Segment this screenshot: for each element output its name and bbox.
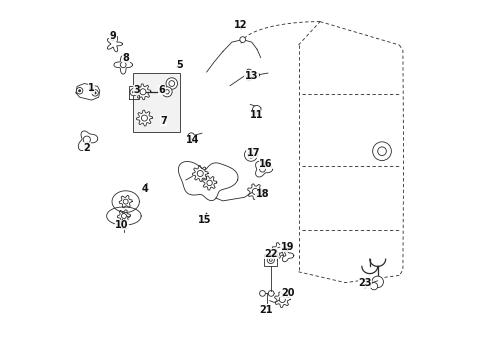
Circle shape [276, 247, 282, 253]
Circle shape [206, 180, 212, 186]
Circle shape [239, 37, 245, 42]
Circle shape [130, 89, 137, 96]
Circle shape [371, 276, 383, 288]
Polygon shape [246, 69, 259, 81]
Text: 8: 8 [122, 53, 129, 63]
Circle shape [266, 256, 274, 264]
Circle shape [279, 297, 285, 302]
Circle shape [94, 91, 96, 94]
Circle shape [370, 283, 377, 290]
Polygon shape [255, 161, 272, 177]
Circle shape [132, 91, 135, 94]
Text: 22: 22 [264, 249, 278, 259]
Circle shape [121, 213, 126, 219]
Circle shape [83, 136, 90, 143]
Circle shape [92, 90, 98, 96]
Circle shape [141, 115, 147, 121]
Text: 20: 20 [281, 288, 294, 298]
Circle shape [78, 89, 81, 92]
Text: 3: 3 [133, 85, 140, 95]
Text: 19: 19 [281, 242, 294, 252]
Circle shape [162, 87, 172, 97]
FancyBboxPatch shape [132, 73, 180, 132]
Circle shape [268, 291, 273, 296]
Polygon shape [136, 110, 152, 126]
Text: 16: 16 [259, 159, 272, 169]
Circle shape [187, 133, 194, 139]
Polygon shape [114, 55, 132, 74]
Circle shape [259, 166, 265, 172]
Polygon shape [76, 84, 100, 100]
Circle shape [120, 62, 126, 68]
Circle shape [252, 189, 258, 194]
Text: 12: 12 [234, 20, 247, 30]
Polygon shape [192, 166, 208, 181]
Bar [264, 254, 277, 266]
Circle shape [259, 291, 265, 296]
Text: 1: 1 [88, 83, 95, 93]
Polygon shape [78, 131, 98, 150]
Text: 4: 4 [142, 184, 148, 194]
Text: 7: 7 [160, 116, 166, 126]
Circle shape [269, 258, 272, 261]
Polygon shape [247, 184, 263, 199]
Circle shape [140, 89, 146, 95]
Text: 17: 17 [246, 148, 260, 158]
Polygon shape [282, 249, 293, 262]
Text: 14: 14 [185, 135, 199, 145]
Circle shape [197, 171, 203, 176]
Text: 18: 18 [255, 189, 269, 199]
Circle shape [252, 105, 261, 114]
Text: 21: 21 [259, 305, 272, 315]
Circle shape [164, 90, 169, 94]
Text: 2: 2 [83, 143, 90, 153]
Polygon shape [271, 243, 287, 258]
Polygon shape [202, 176, 216, 190]
Polygon shape [178, 161, 238, 201]
Circle shape [166, 78, 177, 89]
Polygon shape [112, 191, 139, 212]
Circle shape [76, 87, 82, 94]
Circle shape [123, 199, 128, 204]
Polygon shape [106, 207, 141, 225]
Text: 6: 6 [158, 85, 165, 95]
Text: 11: 11 [250, 110, 264, 120]
Text: 15: 15 [198, 215, 211, 225]
Polygon shape [119, 195, 132, 208]
Text: 9: 9 [109, 31, 116, 41]
Polygon shape [117, 210, 130, 222]
Polygon shape [107, 36, 122, 52]
Text: 13: 13 [244, 71, 258, 81]
Circle shape [372, 142, 390, 161]
Polygon shape [274, 292, 289, 307]
Polygon shape [135, 84, 151, 100]
Text: 5: 5 [176, 60, 183, 70]
Text: 23: 23 [358, 278, 371, 288]
Text: 10: 10 [115, 220, 128, 230]
Circle shape [244, 148, 257, 161]
Circle shape [377, 147, 386, 156]
